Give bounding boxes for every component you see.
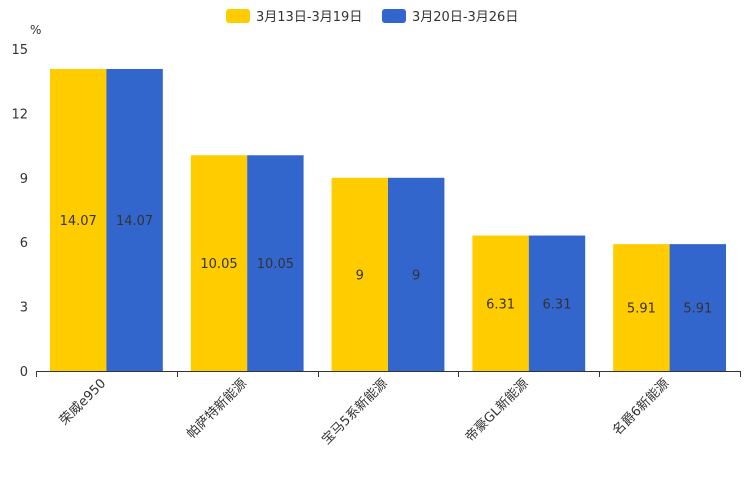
bar [247,155,304,371]
bar [528,235,586,371]
y-tick-label: 0 [20,365,28,380]
x-tick-label: 帝豪GL新能源 [462,376,532,446]
legend-label: 3月20日-3月26日 [412,10,518,25]
data-label: 6.31 [543,297,572,312]
bar [613,244,670,371]
data-label: 5.91 [627,302,656,317]
x-tick-label: 名爵6新能源 [609,376,672,439]
legend-swatch [382,9,406,23]
data-label: 9 [412,268,420,283]
data-label: 9 [356,268,364,283]
x-tick-label: 帕萨特新能源 [184,376,250,442]
bar [331,177,388,371]
y-tick-label: 6 [20,236,28,251]
data-label: 10.05 [200,257,237,272]
x-tick-label: 荣威e950 [57,376,109,428]
data-label: 14.07 [116,214,153,229]
y-unit-label: % [30,23,41,37]
legend-label: 3月13日-3月19日 [256,10,362,25]
bar [50,68,107,372]
y-tick-label: 15 [11,43,28,58]
data-label: 14.07 [60,214,97,229]
bar [472,235,529,371]
x-tick-label: 宝马5系新能源 [319,376,391,448]
y-tick-label: 12 [11,107,28,122]
data-label: 5.91 [683,302,712,317]
y-tick-label: 9 [20,172,28,187]
legend-swatch [226,9,250,23]
y-tick-label: 3 [20,301,28,316]
data-label: 10.05 [257,257,294,272]
bar [106,68,163,372]
bar [190,155,248,371]
bar [669,244,726,371]
data-label: 6.31 [486,297,515,312]
bar [388,177,445,371]
